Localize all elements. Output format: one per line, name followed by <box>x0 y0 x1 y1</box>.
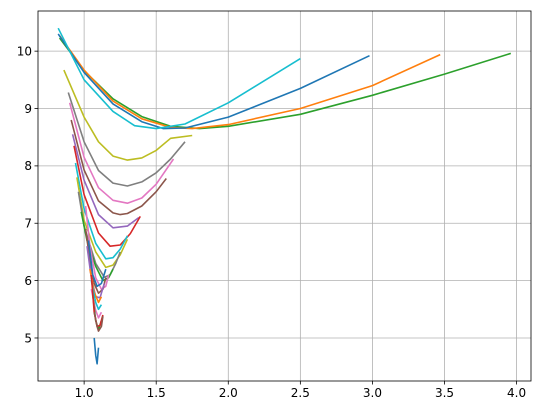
y-tick-label: 10 <box>17 44 32 58</box>
series-line-4 <box>57 27 301 130</box>
y-tick-label: 7 <box>24 217 32 231</box>
x-tick-label: 2.0 <box>219 386 238 400</box>
x-tick-label: 3.0 <box>363 386 382 400</box>
x-tick-label: 1.0 <box>75 386 94 400</box>
series-line-1 <box>58 37 512 130</box>
series-line-24 <box>93 312 104 332</box>
series-line-12 <box>76 177 129 269</box>
series-lines <box>57 27 512 365</box>
series-line-3 <box>57 33 370 130</box>
x-tick-label: 3.5 <box>435 386 454 400</box>
x-tick-label: 1.5 <box>147 386 166 400</box>
x-tick-label: 2.5 <box>291 386 310 400</box>
x-tick-label: 4.0 <box>507 386 526 400</box>
y-axis-ticks: 5 6 7 8 9 10 <box>17 44 38 345</box>
series-line-6 <box>67 92 186 187</box>
series-line-25 <box>93 337 100 365</box>
series-line-8 <box>70 119 167 216</box>
grid-lines <box>38 11 531 381</box>
y-tick-label: 6 <box>24 274 32 288</box>
series-line-18 <box>87 240 107 288</box>
y-tick-label: 5 <box>24 331 32 345</box>
series-line-5 <box>63 69 193 161</box>
series-line-10 <box>73 145 141 247</box>
series-line-9 <box>71 134 140 229</box>
y-tick-label: 8 <box>24 159 32 173</box>
plot-frame <box>37 10 532 382</box>
series-line-11 <box>74 162 129 260</box>
series-line-15 <box>84 205 110 291</box>
series-line-7 <box>68 102 175 204</box>
series-line-20 <box>90 280 103 311</box>
y-tick-label: 9 <box>24 102 32 116</box>
x-axis-ticks: 1.0 1.5 2.0 2.5 3.0 3.5 4.0 <box>75 381 526 400</box>
